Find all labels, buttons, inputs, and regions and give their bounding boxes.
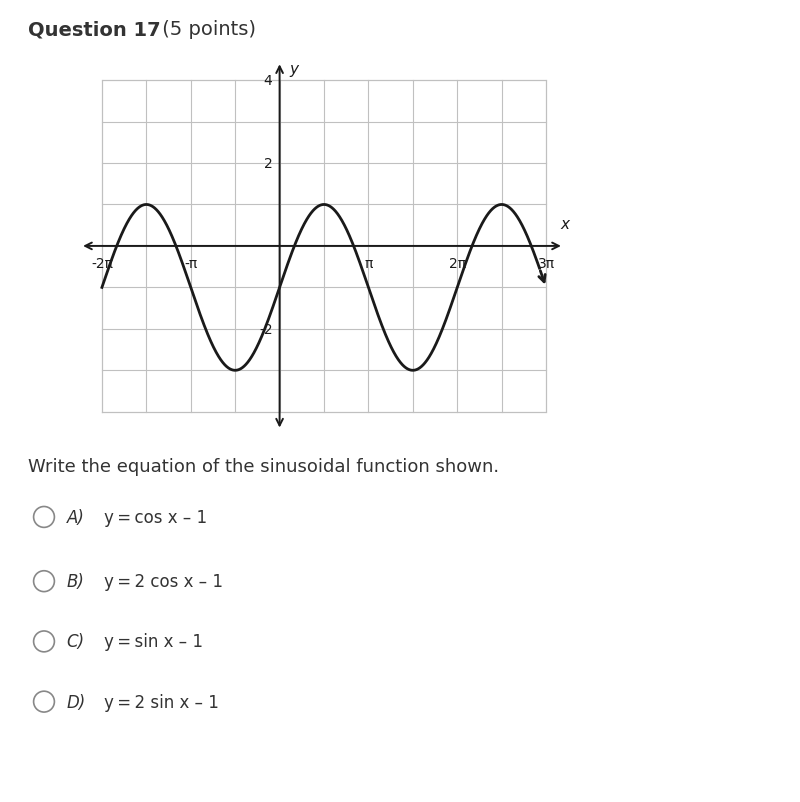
Text: 2π: 2π <box>449 257 466 271</box>
Text: -2: -2 <box>259 322 273 336</box>
Text: -π: -π <box>184 257 198 271</box>
Text: C): C) <box>66 633 85 650</box>
Text: 2: 2 <box>264 157 273 171</box>
Text: 3π: 3π <box>538 257 554 271</box>
Text: y = cos x – 1: y = cos x – 1 <box>104 508 207 526</box>
Text: y = 2 cos x – 1: y = 2 cos x – 1 <box>104 573 223 590</box>
Text: y = 2 sin x – 1: y = 2 sin x – 1 <box>104 693 219 711</box>
Text: A): A) <box>66 508 84 526</box>
Text: y: y <box>290 63 298 77</box>
Text: Question 17: Question 17 <box>28 20 161 39</box>
Text: 4: 4 <box>264 74 273 88</box>
Text: π: π <box>364 257 373 271</box>
Text: x: x <box>561 217 570 232</box>
Text: Write the equation of the sinusoidal function shown.: Write the equation of the sinusoidal fun… <box>28 457 499 475</box>
Text: B): B) <box>66 573 84 590</box>
Text: (5 points): (5 points) <box>156 20 256 39</box>
Text: D): D) <box>66 693 86 711</box>
Text: -2π: -2π <box>91 257 113 271</box>
Text: y = sin x – 1: y = sin x – 1 <box>104 633 203 650</box>
